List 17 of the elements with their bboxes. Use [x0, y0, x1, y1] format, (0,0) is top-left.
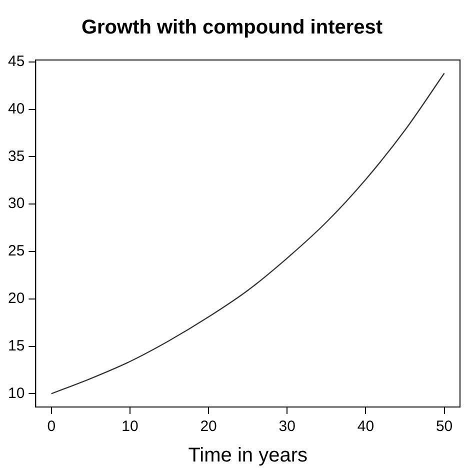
x-tick-label: 20 [200, 418, 217, 436]
x-tick-label: 10 [122, 418, 138, 436]
x-tick-label: 0 [47, 418, 56, 436]
y-tick-label: 45 [8, 53, 25, 70]
y-tick-label: 20 [8, 290, 25, 308]
y-tick-label: 35 [8, 148, 25, 165]
y-tick-label: 30 [8, 195, 25, 212]
y-tick-label: 25 [8, 242, 25, 260]
line-series [50, 72, 445, 394]
y-tick-label: 40 [8, 100, 25, 118]
x-tick-label: 40 [357, 418, 374, 436]
x-tick-label: 30 [278, 418, 296, 436]
chart-title: Growth with compound interest [81, 16, 383, 39]
y-tick-label: 10 [8, 384, 25, 402]
x-axis-title: Time in years [188, 444, 308, 467]
x-tick-label: 50 [436, 418, 453, 436]
y-tick-label: 15 [8, 337, 25, 354]
